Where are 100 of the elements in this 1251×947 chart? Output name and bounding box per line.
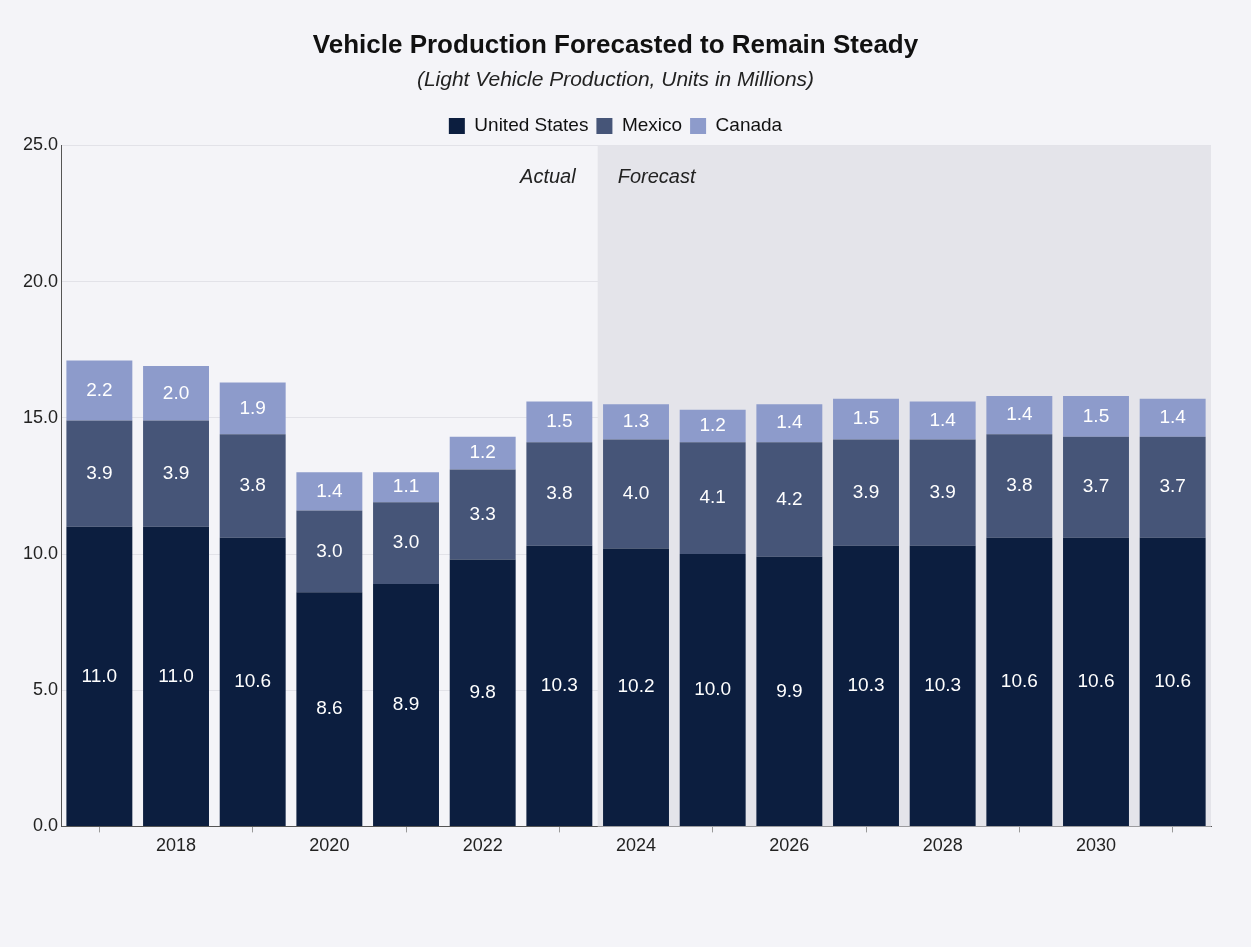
data-label: 10.6 (1154, 670, 1192, 692)
bar (603, 548, 669, 826)
bar (603, 439, 669, 549)
bar (296, 592, 363, 826)
x-tick-label: 2028 (922, 835, 963, 856)
data-label: 4.0 (622, 482, 650, 504)
band-label: Forecast (617, 164, 697, 187)
bar (1139, 537, 1206, 826)
bar (909, 545, 976, 826)
y-tick-label: 15.0 (22, 406, 59, 427)
bar (219, 537, 286, 826)
data-label: 1.4 (316, 479, 343, 501)
bar (373, 583, 439, 826)
data-label: 10.3 (847, 674, 885, 696)
data-label: 10.6 (1000, 670, 1038, 692)
bar (986, 396, 1053, 435)
data-label: 1.5 (546, 410, 573, 432)
data-label: 1.5 (1082, 404, 1110, 426)
data-label: 2.2 (86, 378, 113, 400)
data-label: 10.3 (540, 674, 578, 696)
bar (449, 559, 516, 826)
x-tick-label: 2018 (156, 835, 197, 856)
x-tick-label: 2022 (462, 835, 503, 856)
legend-label: Mexico (621, 114, 683, 136)
data-label: 10.3 (924, 674, 962, 696)
bar (526, 442, 593, 546)
data-label: 3.9 (86, 461, 113, 483)
data-label: 1.4 (1006, 403, 1033, 425)
bar (756, 556, 823, 826)
bar (143, 366, 209, 421)
bar (296, 472, 363, 511)
bar (1139, 436, 1206, 538)
chart-title: Vehicle Production Forecasted to Remain Steady (312, 28, 919, 59)
data-label: 3.3 (469, 502, 496, 524)
data-label: 1.2 (699, 414, 726, 436)
data-label: 1.2 (469, 441, 496, 463)
data-label: 3.8 (546, 482, 573, 504)
data-label: 3.0 (392, 531, 420, 553)
data-label: 3.8 (1006, 474, 1033, 496)
bar (986, 537, 1053, 826)
bar (219, 434, 286, 538)
y-tick-label: 20.0 (22, 270, 59, 291)
bar (143, 420, 209, 527)
bar (526, 401, 593, 443)
data-label: 1.4 (1159, 406, 1187, 428)
data-label: 1.1 (392, 475, 420, 497)
data-label: 8.6 (316, 697, 343, 719)
bar (1139, 398, 1206, 437)
x-tick-label: 2030 (1075, 835, 1117, 856)
data-label: 10.0 (694, 678, 732, 700)
bar (833, 439, 899, 546)
bar (373, 502, 439, 584)
legend-label: Canada (715, 114, 783, 136)
data-label: 3.9 (929, 480, 956, 502)
data-label: 1.3 (622, 410, 650, 432)
data-label: 3.0 (316, 539, 343, 561)
bar (66, 360, 133, 421)
bar (526, 545, 593, 826)
bar (909, 439, 976, 546)
bar (833, 545, 899, 826)
bar (373, 472, 439, 503)
y-tick-label: 5.0 (33, 679, 59, 700)
data-label: 11.0 (158, 664, 194, 686)
data-label: 1.5 (852, 407, 880, 429)
bar (1063, 436, 1129, 538)
bar (909, 401, 976, 440)
annotation: Actual (519, 164, 577, 187)
data-label: 1.9 (239, 396, 266, 418)
data-label: 3.9 (162, 461, 190, 483)
data-label: 2.0 (162, 381, 190, 403)
legend-label: United States (474, 114, 589, 136)
data-label: 4.1 (699, 486, 726, 508)
data-label: 3.7 (1082, 475, 1110, 497)
bar (756, 404, 823, 443)
data-label: 9.9 (776, 679, 803, 701)
x-tick-label: 2024 (615, 835, 657, 856)
x-tick-label: 2026 (769, 835, 810, 856)
bar (603, 404, 669, 440)
bar (679, 442, 746, 554)
bar (1063, 396, 1129, 437)
bar (986, 434, 1053, 538)
data-label: 3.7 (1159, 475, 1186, 497)
data-label: 3.8 (239, 474, 266, 496)
data-label: 10.6 (1077, 670, 1115, 692)
bar (1063, 537, 1129, 826)
data-label: 10.2 (617, 675, 655, 697)
bar (833, 398, 899, 440)
data-label: 10.6 (234, 670, 272, 692)
bar (296, 510, 363, 593)
data-label: 1.4 (776, 411, 803, 433)
bar (219, 382, 286, 435)
bar (679, 554, 746, 826)
data-label: 3.9 (852, 480, 880, 502)
bar (449, 436, 516, 470)
bar (756, 442, 823, 557)
bar (449, 469, 516, 560)
y-tick-label: 25.0 (22, 134, 59, 155)
bar (143, 526, 209, 826)
bar (66, 526, 133, 826)
y-tick-label: 10.0 (22, 542, 59, 563)
